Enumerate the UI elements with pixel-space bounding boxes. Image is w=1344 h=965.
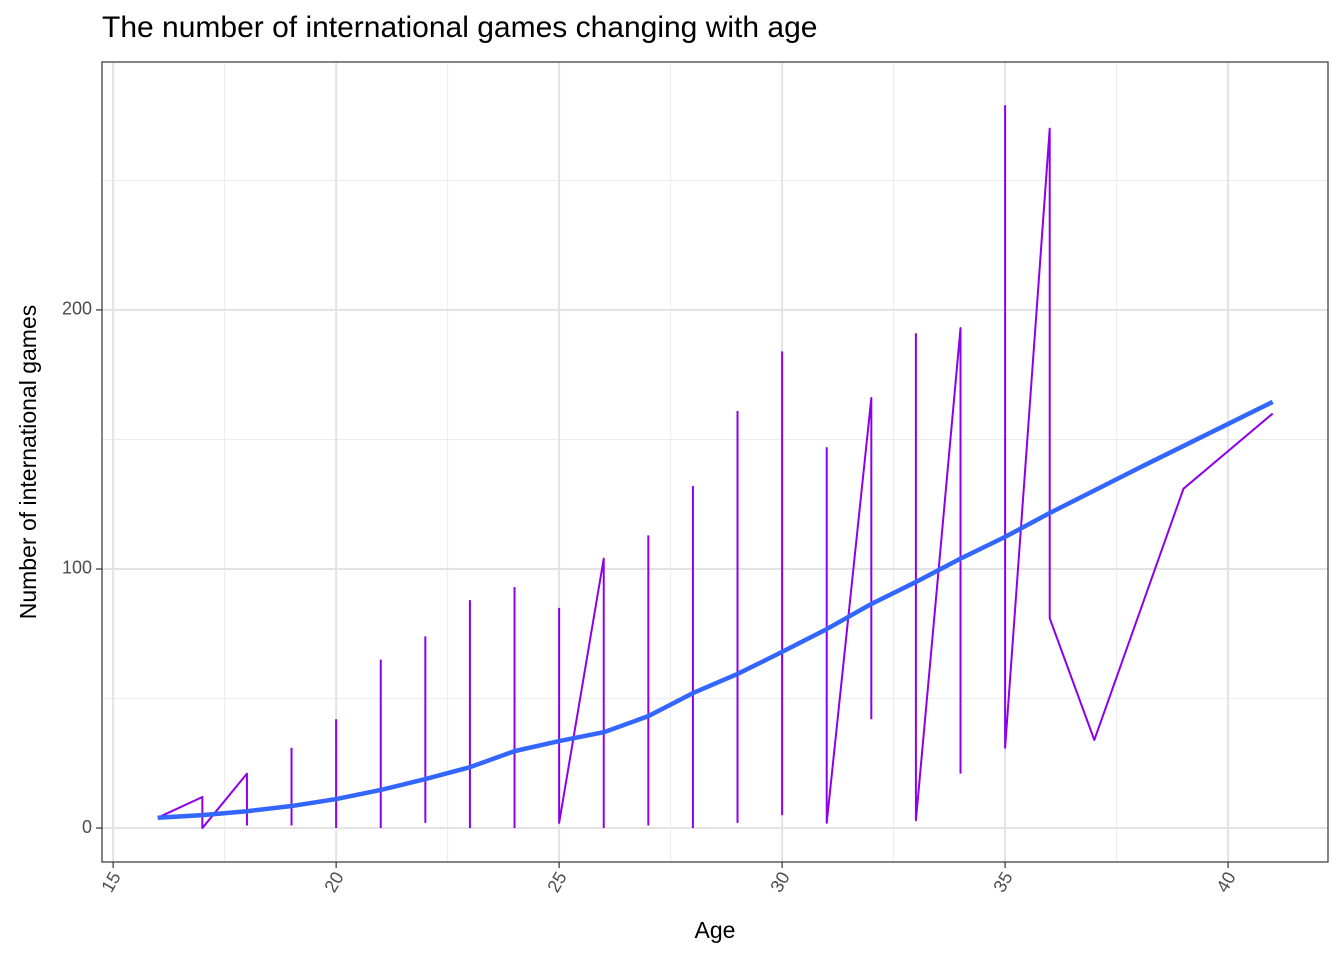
chart-title: The number of international games changi… bbox=[102, 11, 817, 44]
y-tick-label: 100 bbox=[62, 558, 92, 578]
data-line bbox=[157, 105, 1274, 830]
data-line bbox=[157, 399, 1274, 820]
plot-border bbox=[101, 61, 1329, 863]
y-tick-label: 200 bbox=[62, 299, 92, 319]
y-axis-label: Number of international games bbox=[15, 305, 41, 620]
x-axis-label: Age bbox=[695, 917, 736, 943]
y-tick-label: 0 bbox=[82, 817, 92, 837]
